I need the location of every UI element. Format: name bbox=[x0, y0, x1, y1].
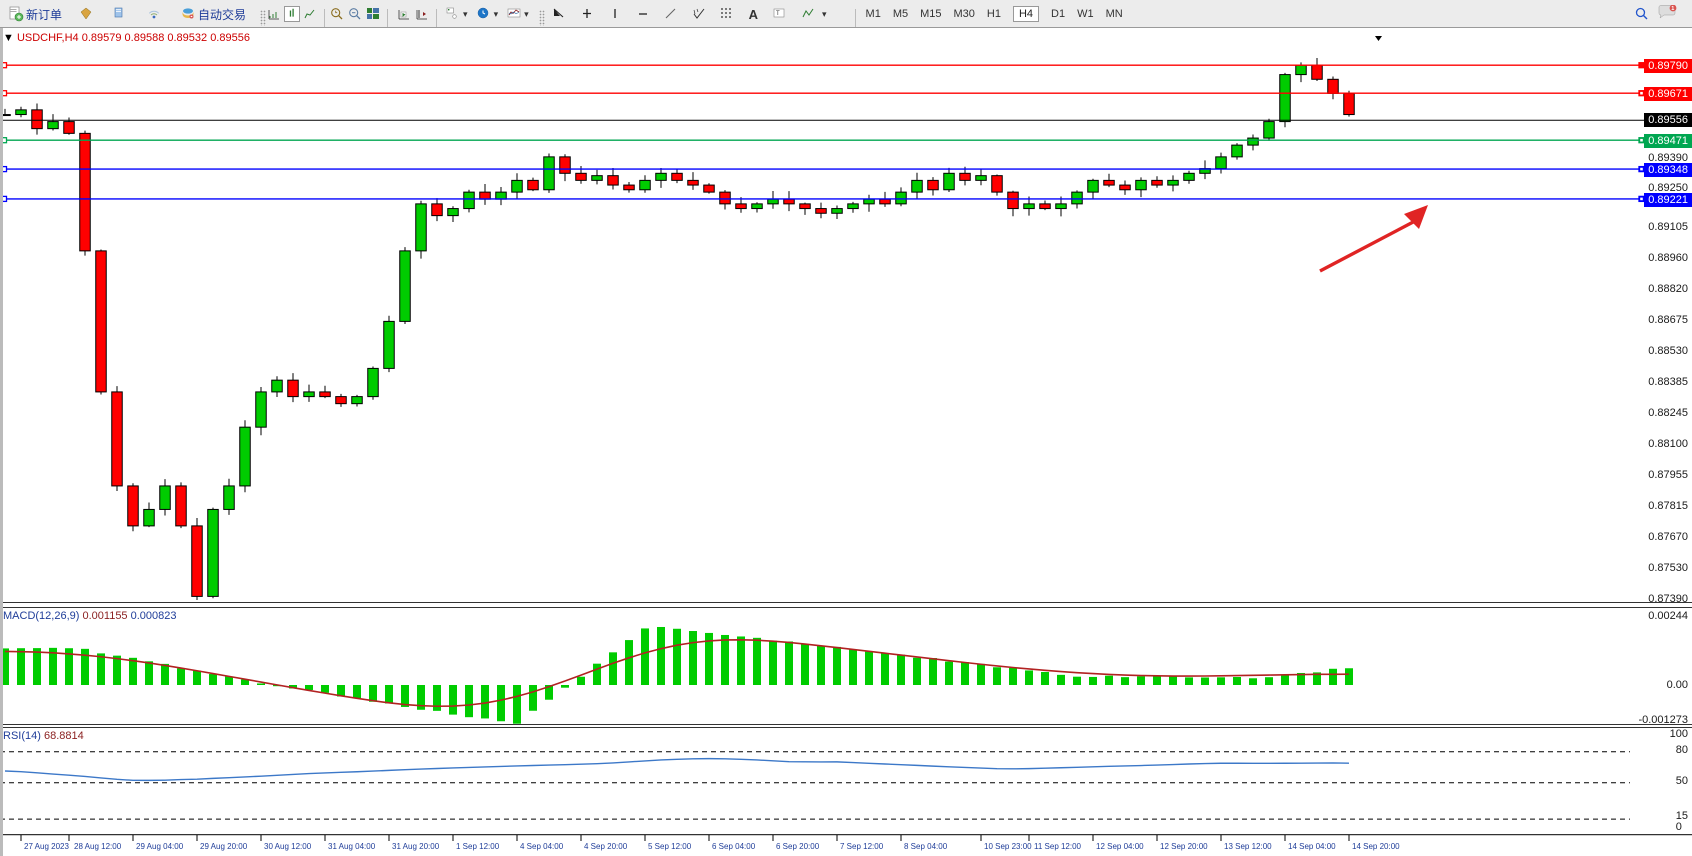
svg-text:T: T bbox=[776, 11, 780, 17]
svg-text:1: 1 bbox=[1671, 6, 1674, 12]
